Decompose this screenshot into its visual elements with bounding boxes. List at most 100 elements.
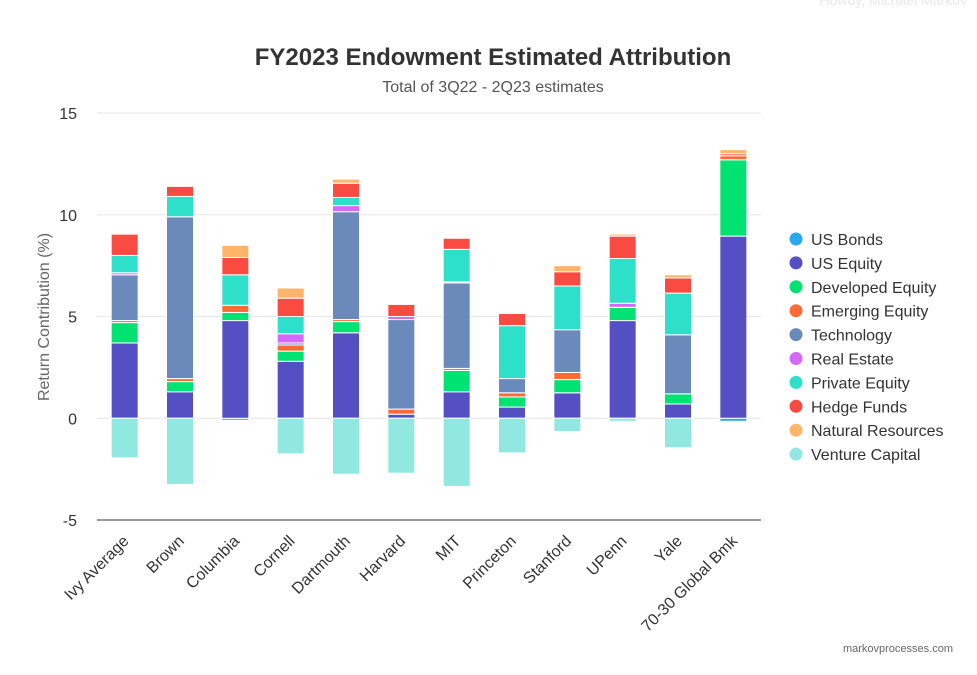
bar-segment[interactable]	[276, 344, 305, 352]
bar-segment[interactable]	[221, 244, 250, 258]
bar-segment[interactable]	[110, 232, 139, 235]
bar-segment[interactable]	[498, 311, 526, 314]
bar-segment[interactable]	[498, 406, 526, 419]
bar-segment[interactable]	[387, 413, 416, 419]
bar-segment[interactable]	[221, 274, 250, 306]
bar-segment[interactable]	[110, 322, 139, 344]
bar-segment[interactable]	[664, 277, 692, 294]
bar-segment[interactable]	[166, 391, 194, 419]
legend-item[interactable]: Emerging Equity	[789, 304, 929, 321]
bar-segment[interactable]	[553, 392, 582, 419]
bar-segment[interactable]	[332, 182, 360, 198]
bar-segment[interactable]	[332, 205, 360, 213]
bar-segment[interactable]	[166, 195, 194, 218]
bar-segment[interactable]	[276, 316, 305, 335]
legend-item[interactable]: Private Equity	[789, 375, 910, 392]
bar-segment[interactable]	[608, 417, 637, 422]
legend-item[interactable]: US Bonds	[789, 232, 884, 249]
bar-segment[interactable]	[608, 302, 637, 308]
bar-segment[interactable]	[442, 282, 471, 369]
bar-segment[interactable]	[442, 237, 471, 250]
bar-segment[interactable]	[608, 233, 637, 237]
bar-segment[interactable]	[442, 391, 471, 419]
bar-segment[interactable]	[442, 417, 471, 487]
bar-segment[interactable]	[664, 274, 692, 279]
bar-segment[interactable]	[608, 258, 637, 304]
bar-segment[interactable]	[387, 417, 416, 474]
bar-segment[interactable]	[332, 211, 360, 321]
bar-segment[interactable]	[166, 381, 194, 393]
bar-segment[interactable]	[442, 369, 471, 393]
bar-segment[interactable]	[221, 304, 250, 313]
bar-segment[interactable]	[553, 417, 582, 432]
bar-segment[interactable]	[608, 306, 637, 322]
bar-segment[interactable]	[166, 184, 194, 187]
bar-segment[interactable]	[221, 311, 250, 322]
bar-segment[interactable]	[387, 408, 416, 415]
chart-title: FY2023 Endowment Estimated Attribution	[254, 44, 732, 71]
legend-marker	[789, 447, 803, 461]
legend-item[interactable]: Natural Resources	[789, 423, 944, 440]
bar-segment[interactable]	[498, 392, 526, 398]
bar-segment[interactable]	[719, 155, 748, 161]
legend-item[interactable]: Real Estate	[789, 352, 894, 369]
bar-segment[interactable]	[553, 379, 582, 394]
bar-segment[interactable]	[276, 417, 305, 455]
legend-label: Hedge Funds	[811, 399, 907, 416]
bar-segment[interactable]	[442, 236, 471, 239]
legend-marker	[789, 375, 803, 389]
bar-segment[interactable]	[498, 325, 526, 380]
bar-segment[interactable]	[664, 393, 692, 405]
bar-segment[interactable]	[608, 320, 637, 419]
bar-segment[interactable]	[498, 312, 526, 327]
bar-segment[interactable]	[498, 378, 526, 394]
bar-segment[interactable]	[110, 233, 139, 256]
bar-segment[interactable]	[110, 417, 139, 459]
bar-segment[interactable]	[166, 417, 194, 485]
bar-segment[interactable]	[387, 303, 416, 318]
bar-segment[interactable]	[664, 334, 692, 395]
bar-segment[interactable]	[498, 417, 526, 454]
legend-item[interactable]: Developed Equity	[789, 280, 937, 297]
bar-segment[interactable]	[664, 403, 692, 419]
bar-segment[interactable]	[276, 297, 305, 317]
bar-segment[interactable]	[332, 178, 360, 184]
bar-segment[interactable]	[608, 235, 637, 260]
bar-segment[interactable]	[166, 185, 194, 197]
bar-segment[interactable]	[332, 321, 360, 334]
bar-segment[interactable]	[276, 287, 305, 299]
bar-segment[interactable]	[553, 265, 582, 273]
bar-segment[interactable]	[719, 235, 748, 419]
bar-segment[interactable]	[110, 254, 139, 274]
x-tick-label: Harvard	[357, 533, 409, 585]
bar-segment[interactable]	[442, 248, 471, 283]
credit-link[interactable]: markovprocesses.com	[842, 643, 953, 655]
bar-segment[interactable]	[553, 271, 582, 287]
bar-segment[interactable]	[553, 285, 582, 331]
bar-segment[interactable]	[332, 196, 360, 207]
bar-segment[interactable]	[664, 417, 692, 449]
bar-segment[interactable]	[110, 274, 139, 322]
bar-segment[interactable]	[276, 360, 305, 419]
bar-segment[interactable]	[332, 332, 360, 419]
bar-segment[interactable]	[719, 159, 748, 237]
bar-segment[interactable]	[166, 216, 194, 380]
y-tick-label: 0	[68, 411, 77, 428]
legend-item[interactable]: Hedge Funds	[789, 399, 908, 416]
bar-segment[interactable]	[276, 350, 305, 362]
legend-item[interactable]: Technology	[789, 328, 892, 345]
bar-segment[interactable]	[498, 396, 526, 408]
bar-segment[interactable]	[221, 320, 250, 419]
legend-item[interactable]: US Equity	[789, 256, 883, 273]
bar-segment[interactable]	[387, 319, 416, 410]
bar-segment[interactable]	[553, 371, 582, 381]
bar-segment[interactable]	[276, 333, 305, 344]
bar-segment[interactable]	[221, 256, 250, 276]
bar-segment[interactable]	[387, 302, 416, 305]
bar-segment[interactable]	[110, 342, 139, 419]
bar-segment[interactable]	[664, 292, 692, 336]
legend-item[interactable]: Venture Capital	[789, 447, 921, 464]
bar-segment[interactable]	[553, 329, 582, 373]
bar-segment[interactable]	[719, 149, 748, 155]
bar-segment[interactable]	[332, 417, 360, 475]
